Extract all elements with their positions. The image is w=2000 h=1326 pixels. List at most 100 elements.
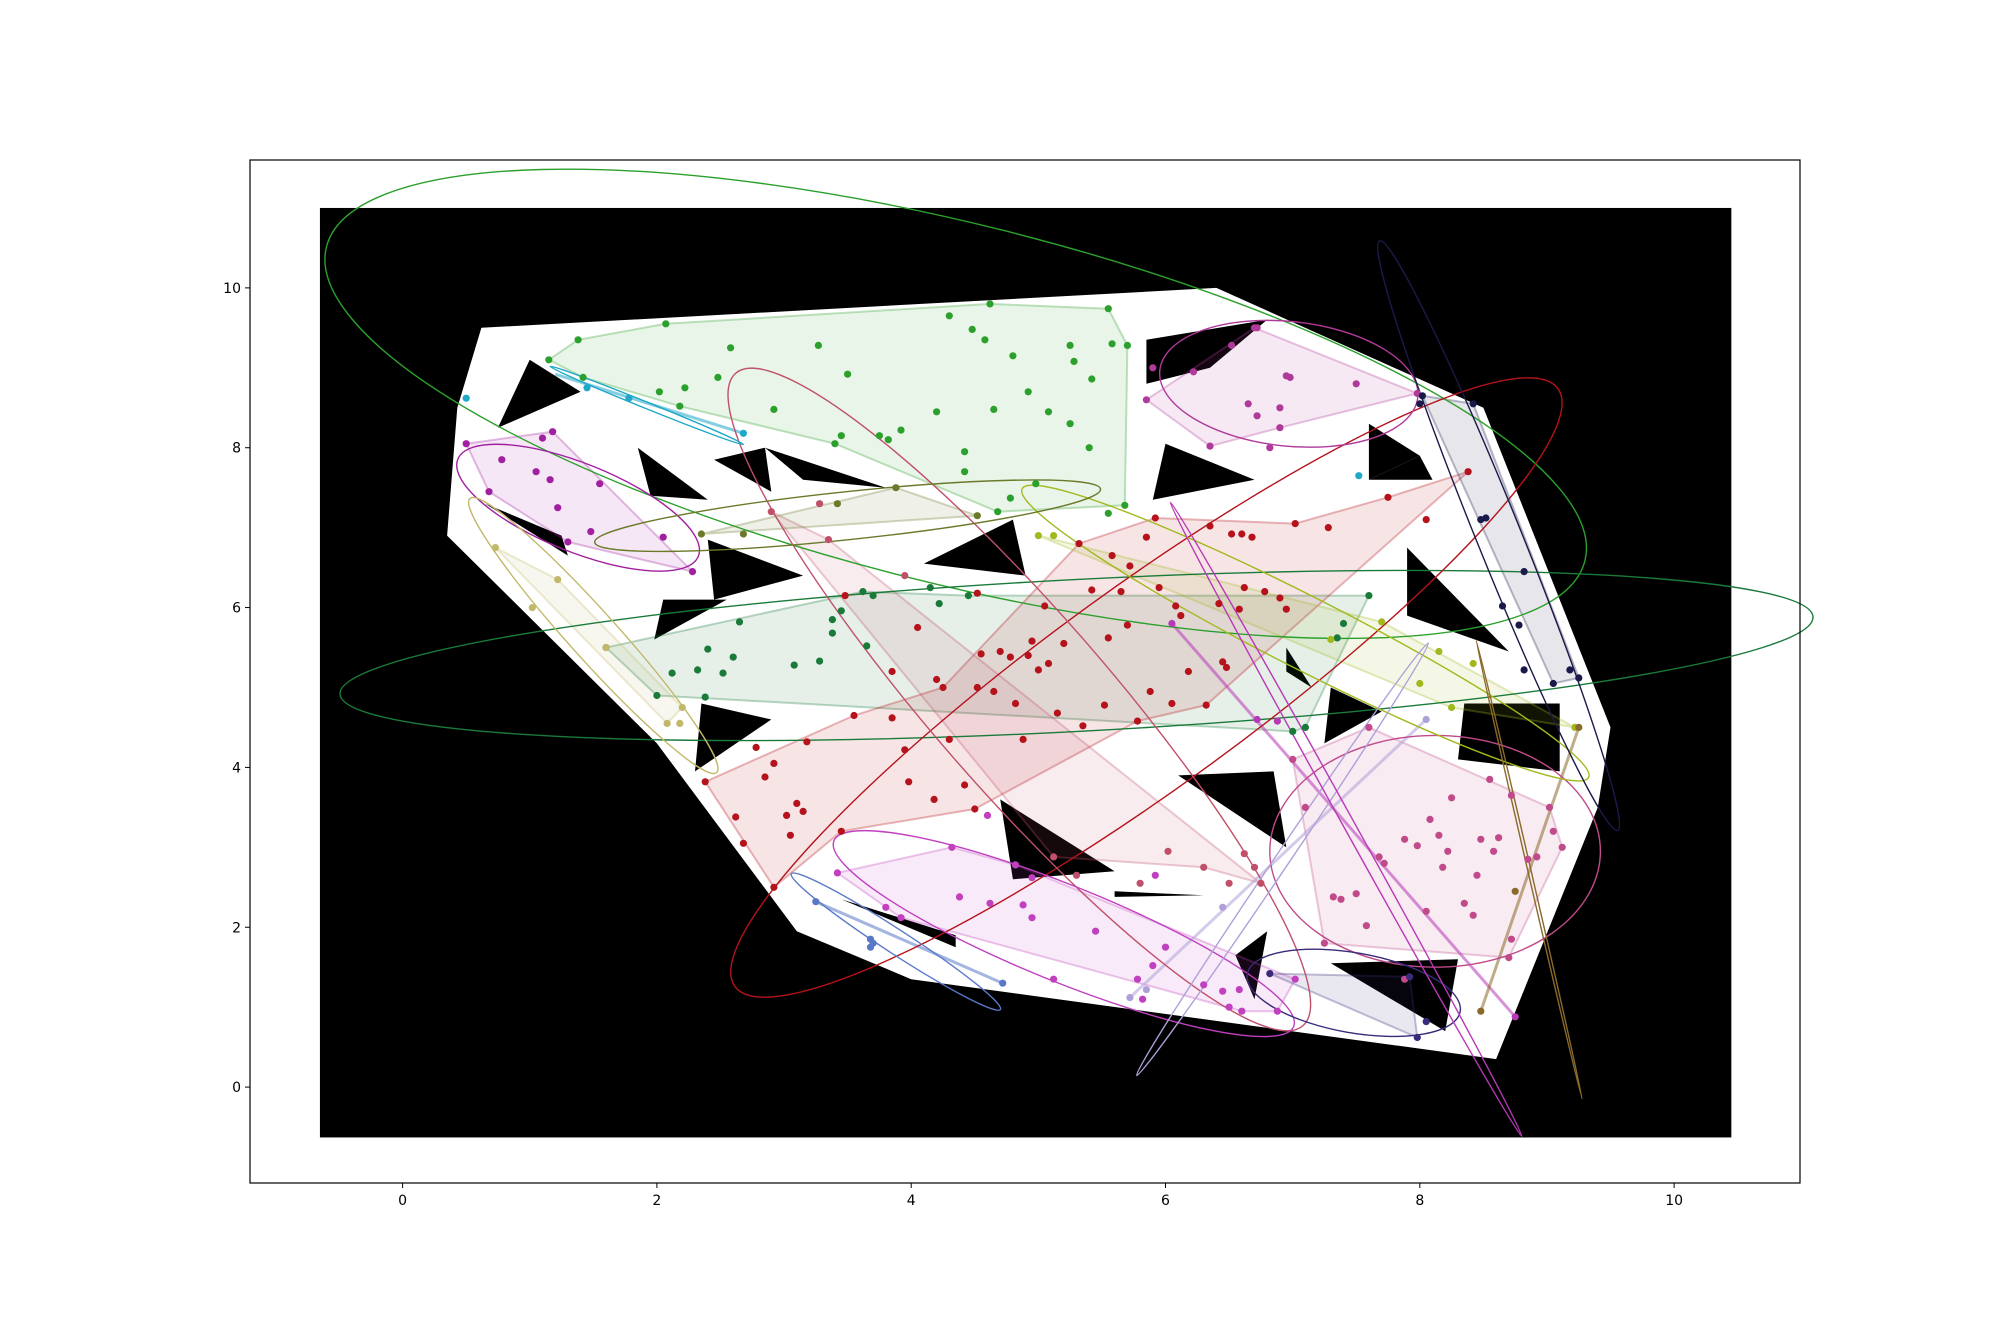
- data-point-s3-38: [1177, 612, 1185, 620]
- data-point-s9-1: [1034, 532, 1042, 540]
- data-point-s7-8: [1276, 424, 1284, 432]
- data-point-s8-28: [1558, 843, 1566, 851]
- data-point-s1-16: [1009, 352, 1017, 360]
- data-point-s8-25: [1533, 853, 1541, 861]
- data-point-s5-6: [546, 476, 554, 484]
- cluster-ellipse-18: [1475, 639, 1583, 1100]
- obstacle-15: [1324, 687, 1382, 744]
- data-point-s3-15: [901, 746, 909, 754]
- data-point-s3-63: [770, 883, 778, 891]
- data-point-s9-6: [1469, 659, 1477, 668]
- data-point-s3-26: [1028, 637, 1036, 645]
- data-point-s3-2: [761, 773, 769, 781]
- cluster-ellipse-6: [832, 829, 1296, 1038]
- data-point-s3-19: [945, 735, 953, 744]
- data-point-s16-2: [1142, 986, 1150, 994]
- cluster-hull-17: [1170, 622, 1517, 1018]
- cluster-hull-14: [815, 900, 1004, 985]
- data-point-s3-30: [1088, 586, 1096, 594]
- data-point-s2-6: [719, 669, 727, 677]
- data-point-s2-8: [735, 618, 744, 626]
- obstacle-20: [1114, 891, 1204, 897]
- cluster-ellipse-14: [790, 872, 1002, 1011]
- data-point-s4-8: [1240, 850, 1248, 858]
- data-point-s3-77: [1041, 602, 1049, 610]
- data-point-s3-69: [888, 667, 896, 676]
- data-point-s13-4: [1482, 514, 1490, 522]
- obstacle-14: [1286, 647, 1312, 688]
- obstacle-10: [707, 539, 804, 600]
- data-point-s2-3: [668, 669, 676, 677]
- data-point-s2-23: [1339, 619, 1348, 628]
- cluster-ellipse-11: [467, 496, 719, 775]
- data-point-s3-14: [888, 714, 896, 722]
- data-point-s1-31: [1024, 388, 1032, 396]
- data-point-s16-3: [1219, 903, 1227, 911]
- data-point-s3-55: [1142, 533, 1150, 541]
- data-point-s13-11: [1549, 679, 1557, 688]
- data-point-s6-9: [1028, 874, 1036, 882]
- data-point-s2-16: [869, 592, 877, 600]
- data-point-s9-4: [1378, 618, 1386, 626]
- cluster-ellipse-10: [593, 479, 1102, 553]
- data-point-s6-24: [1273, 1007, 1281, 1015]
- data-point-s3-44: [1248, 533, 1256, 541]
- data-point-s7-15: [1142, 396, 1150, 404]
- data-point-s1-25: [875, 432, 884, 440]
- data-point-s6-4: [948, 843, 956, 851]
- data-point-s13-1: [1418, 392, 1426, 400]
- data-point-s1-14: [1108, 340, 1116, 348]
- cluster-ellipse-8: [1269, 734, 1602, 968]
- data-point-s2-24: [1333, 634, 1341, 642]
- y-tick-label: 0: [232, 1080, 241, 1096]
- x-tick-label: 2: [652, 1193, 661, 1209]
- data-point-s8-14: [1448, 794, 1456, 802]
- data-point-s2-18: [926, 584, 934, 592]
- data-point-s6-19: [1200, 981, 1208, 989]
- data-point-s3-16: [905, 778, 913, 786]
- data-point-s3-49: [1324, 524, 1332, 532]
- data-point-s11-2: [554, 576, 562, 584]
- y-tick-label: 8: [232, 441, 241, 457]
- data-point-s5-4: [532, 468, 540, 476]
- data-point-s2-10: [790, 661, 798, 669]
- data-point-s1-9: [968, 325, 976, 333]
- y-tick-label: 6: [232, 601, 241, 617]
- data-point-s10-4: [892, 484, 900, 492]
- data-point-s6-23: [1238, 1007, 1246, 1015]
- data-point-s1-32: [1044, 408, 1053, 416]
- data-point-s17-2: [1253, 715, 1261, 724]
- data-point-s1-27: [831, 440, 839, 448]
- data-point-s13-6: [1515, 621, 1523, 629]
- cluster-ellipse-12: [549, 365, 745, 446]
- cluster-hull-5: [464, 430, 696, 574]
- data-point-s1-18: [1088, 375, 1096, 383]
- data-point-s6-13: [1092, 927, 1100, 935]
- data-point-s8-6: [1375, 853, 1383, 861]
- y-tick-label: 2: [232, 920, 241, 936]
- data-point-s5-7: [549, 428, 557, 436]
- data-point-s3-53: [1075, 540, 1083, 548]
- data-point-s3-64: [933, 675, 941, 684]
- data-point-s8-30: [1289, 755, 1297, 764]
- data-point-s3-40: [1202, 701, 1210, 709]
- data-point-s8-11: [1435, 831, 1443, 839]
- data-point-s13-8: [1520, 666, 1528, 674]
- data-point-s2-22: [1301, 723, 1309, 732]
- data-point-s1-30: [990, 405, 998, 413]
- data-point-s3-48: [1291, 520, 1299, 528]
- data-point-s3-59: [1238, 530, 1246, 538]
- data-point-s8-33: [1365, 723, 1373, 732]
- data-point-s3-61: [971, 805, 979, 813]
- data-point-s14-1: [812, 898, 820, 906]
- data-point-s3-74: [1219, 658, 1227, 666]
- data-point-s9-5: [1435, 647, 1443, 656]
- data-point-s3-25: [1024, 651, 1032, 660]
- data-point-s2-13: [828, 629, 837, 637]
- data-point-s3-34: [1133, 717, 1142, 725]
- data-point-s6-10: [1019, 901, 1027, 909]
- obstacle-11: [923, 519, 1026, 576]
- data-point-s8-2: [1329, 893, 1337, 901]
- obstacle-8: [765, 447, 886, 488]
- data-point-s3-8: [793, 799, 801, 808]
